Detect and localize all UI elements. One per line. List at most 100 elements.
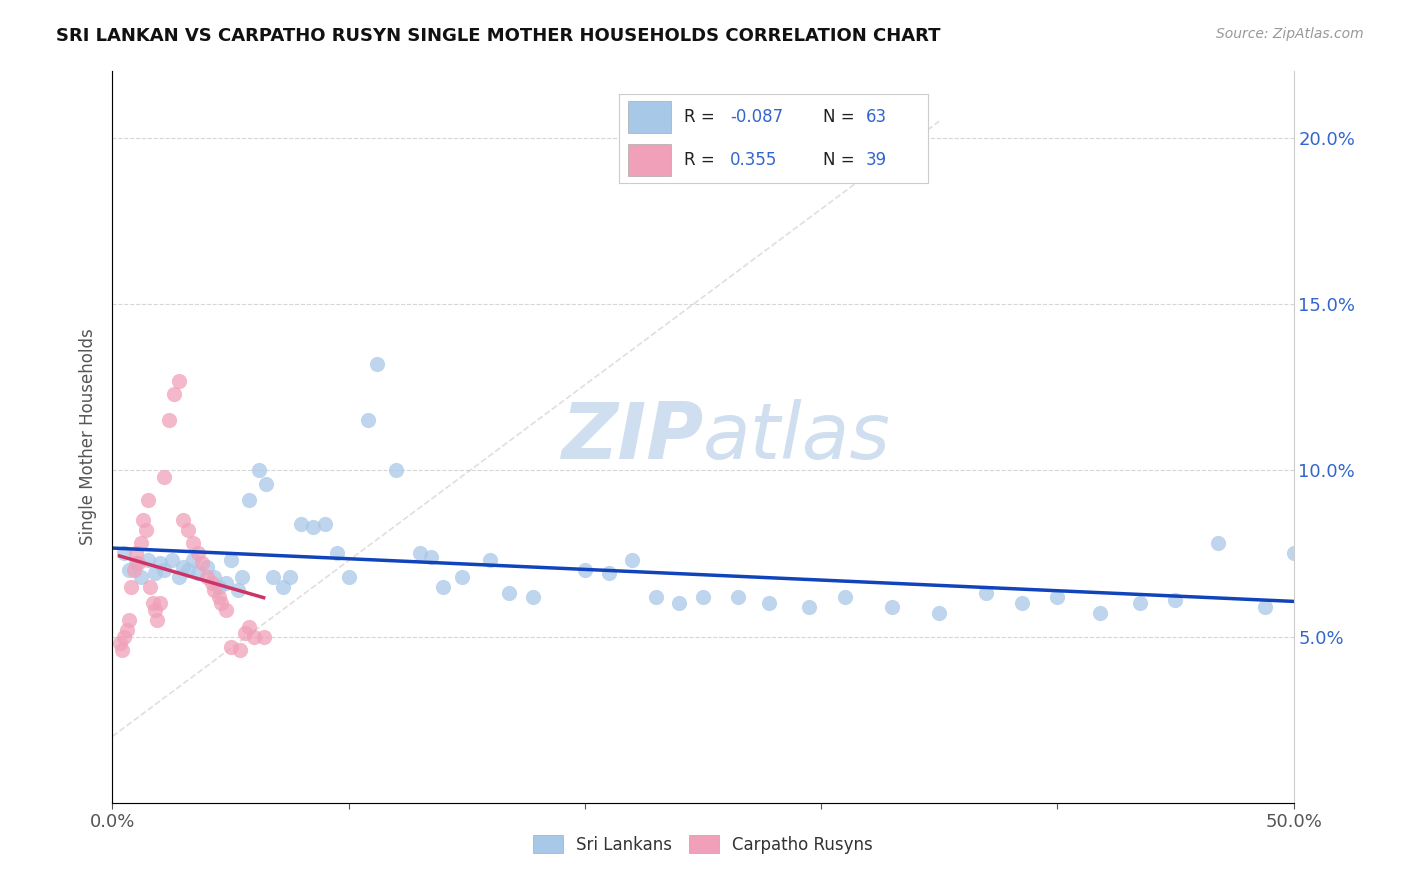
Text: SRI LANKAN VS CARPATHO RUSYN SINGLE MOTHER HOUSEHOLDS CORRELATION CHART: SRI LANKAN VS CARPATHO RUSYN SINGLE MOTH… — [56, 27, 941, 45]
Point — [118, 613, 141, 627]
Point — [253, 630, 276, 644]
Point — [167, 374, 190, 388]
Point — [163, 387, 186, 401]
Text: N =: N = — [823, 151, 859, 169]
Point — [115, 623, 138, 637]
Point — [758, 596, 780, 610]
Point — [172, 513, 194, 527]
Point — [136, 553, 159, 567]
Text: R =: R = — [683, 108, 720, 126]
Point — [574, 563, 596, 577]
Point — [209, 596, 232, 610]
FancyBboxPatch shape — [628, 101, 671, 133]
Point — [290, 516, 312, 531]
Point — [125, 546, 148, 560]
Point — [127, 557, 149, 571]
Point — [132, 513, 155, 527]
Point — [302, 520, 325, 534]
Point — [112, 630, 135, 644]
Point — [621, 553, 644, 567]
Point — [208, 590, 231, 604]
Point — [136, 493, 159, 508]
Point — [498, 586, 520, 600]
Point — [326, 546, 349, 560]
Point — [1011, 596, 1033, 610]
Point — [522, 590, 544, 604]
Point — [186, 566, 208, 581]
Point — [153, 563, 176, 577]
Point — [160, 553, 183, 567]
Point — [262, 570, 284, 584]
Point — [1046, 590, 1069, 604]
Point — [834, 590, 856, 604]
Point — [202, 582, 225, 597]
Point — [1164, 593, 1187, 607]
Point — [408, 546, 430, 560]
Point — [112, 546, 135, 560]
Point — [668, 596, 690, 610]
Point — [143, 603, 166, 617]
Point — [186, 546, 208, 560]
Point — [233, 626, 256, 640]
Point — [153, 470, 176, 484]
Point — [1254, 599, 1277, 614]
Point — [254, 476, 277, 491]
Point — [366, 357, 388, 371]
FancyBboxPatch shape — [628, 144, 671, 176]
Point — [727, 590, 749, 604]
Point — [142, 596, 165, 610]
Point — [238, 619, 260, 633]
Point — [271, 580, 294, 594]
Point — [644, 590, 666, 604]
Legend: Sri Lankans, Carpatho Rusyns: Sri Lankans, Carpatho Rusyns — [526, 829, 880, 860]
Point — [337, 570, 360, 584]
Point — [1088, 607, 1111, 621]
Point — [120, 580, 142, 594]
Point — [226, 582, 249, 597]
Point — [420, 549, 443, 564]
Text: 39: 39 — [866, 151, 887, 169]
Point — [231, 570, 253, 584]
Point — [118, 563, 141, 577]
Text: ZIP: ZIP — [561, 399, 703, 475]
Point — [139, 580, 162, 594]
Point — [219, 640, 242, 654]
Point — [385, 463, 408, 477]
Point — [238, 493, 260, 508]
Point — [202, 570, 225, 584]
Point — [208, 580, 231, 594]
Text: R =: R = — [683, 151, 720, 169]
Text: atlas: atlas — [703, 399, 891, 475]
Point — [314, 516, 336, 531]
Point — [201, 576, 224, 591]
Point — [191, 557, 214, 571]
Point — [181, 536, 204, 550]
Point — [692, 590, 714, 604]
Point — [143, 566, 166, 581]
Text: N =: N = — [823, 108, 859, 126]
Point — [432, 580, 454, 594]
Point — [278, 570, 301, 584]
Point — [195, 559, 218, 574]
Point — [177, 523, 200, 537]
Point — [215, 576, 238, 591]
Point — [125, 557, 148, 571]
Point — [356, 413, 378, 427]
Text: Source: ZipAtlas.com: Source: ZipAtlas.com — [1216, 27, 1364, 41]
Point — [177, 563, 200, 577]
Point — [146, 613, 169, 627]
Point — [122, 563, 145, 577]
Point — [181, 553, 204, 567]
Point — [195, 570, 218, 584]
Point — [229, 643, 252, 657]
Point — [247, 463, 270, 477]
Point — [157, 413, 180, 427]
Text: -0.087: -0.087 — [730, 108, 783, 126]
Point — [928, 607, 950, 621]
Y-axis label: Single Mother Households: Single Mother Households — [79, 329, 97, 545]
Point — [172, 559, 194, 574]
Point — [149, 596, 172, 610]
Point — [135, 523, 157, 537]
Point — [129, 536, 152, 550]
Point — [1129, 596, 1152, 610]
